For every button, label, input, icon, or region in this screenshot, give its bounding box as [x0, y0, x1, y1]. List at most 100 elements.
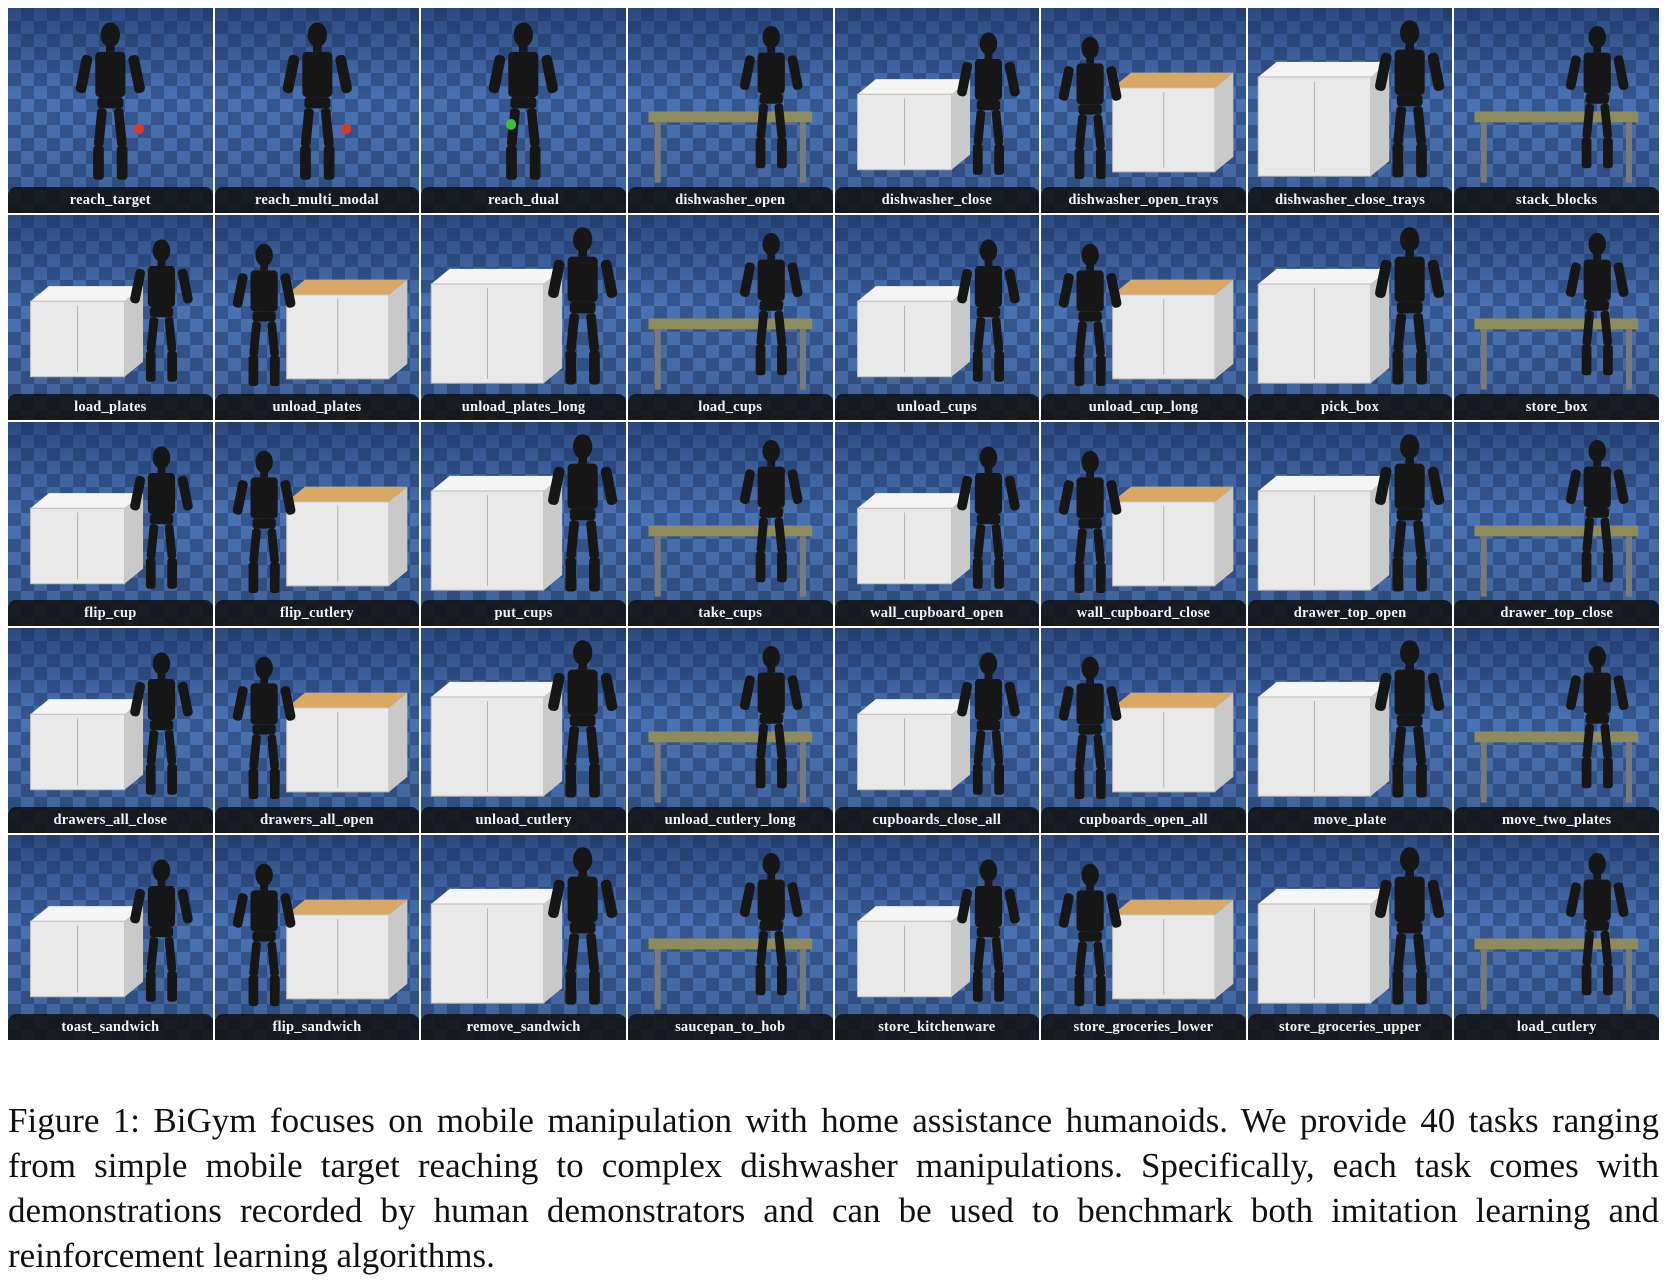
task-render-illustration — [29, 652, 193, 796]
task-render-illustration — [648, 439, 813, 597]
task-label: cupboards_open_all — [1041, 807, 1246, 834]
task-tile-drawers-all-close: drawers_all_close — [8, 628, 213, 834]
task-render-illustration — [1474, 853, 1639, 1010]
task-label: store_groceries_lower — [1041, 1014, 1246, 1040]
task-label: remove_sandwich — [421, 1014, 626, 1040]
task-label: load_cutlery — [1454, 1014, 1659, 1040]
task-label: take_cups — [627, 600, 833, 627]
task-render-illustration — [1257, 20, 1445, 178]
task-label: put_cups — [421, 600, 626, 627]
task-tile-dishwasher-open: dishwasher_open — [627, 8, 833, 213]
task-tile-stack-blocks: stack_blocks — [1454, 8, 1659, 213]
task-tile-flip-cutlery: flip_cutlery — [214, 421, 420, 627]
task-label: store_kitchenware — [834, 1014, 1040, 1040]
task-tile-unload-cups: unload_cups — [834, 214, 1040, 420]
task-tile-reach-multi-modal: reach_multi_modal — [214, 8, 420, 213]
task-render-illustration — [856, 239, 1020, 382]
task-render-illustration — [648, 853, 813, 1010]
task-label: saucepan_to_hob — [627, 1014, 833, 1040]
task-label: toast_sandwich — [8, 1014, 213, 1040]
task-tile-flip-cup: flip_cup — [8, 421, 213, 627]
task-label: move_two_plates — [1454, 807, 1659, 834]
task-tile-cupboards-open-all: cupboards_open_all — [1041, 628, 1246, 834]
task-label: unload_cups — [834, 393, 1040, 420]
task-render-illustration — [232, 243, 407, 386]
task-label: unload_cutlery — [421, 807, 626, 834]
task-render-illustration — [1058, 243, 1234, 386]
task-render-illustration — [1058, 36, 1234, 180]
task-label: store_groceries_upper — [1247, 1014, 1453, 1040]
task-tile-put-cups: put_cups — [421, 421, 626, 627]
task-label: reach_multi_modal — [214, 186, 420, 213]
task-label: reach_dual — [421, 186, 626, 213]
task-tile-drawer-top-close: drawer_top_close — [1454, 421, 1659, 627]
task-tile-reach-target: reach_target — [8, 8, 213, 213]
task-render-illustration — [430, 640, 618, 798]
task-tile-store-groceries-lower: store_groceries_lower — [1041, 835, 1246, 1040]
task-render-illustration — [856, 446, 1020, 589]
task-render-illustration — [1474, 646, 1639, 804]
task-tile-load-cutlery: load_cutlery — [1454, 835, 1659, 1040]
task-tile-drawer-top-open: drawer_top_open — [1247, 421, 1453, 627]
task-tile-unload-cup-long: unload_cup_long — [1041, 214, 1246, 420]
task-render-illustration — [488, 22, 559, 180]
task-tile-pick-box: pick_box — [1247, 214, 1453, 420]
task-label: wall_cupboard_open — [834, 600, 1040, 627]
task-label: cupboards_close_all — [834, 807, 1040, 834]
task-label: reach_target — [8, 186, 213, 213]
task-render-illustration — [1474, 439, 1639, 597]
task-tile-store-kitchenware: store_kitchenware — [834, 835, 1040, 1040]
task-tile-reach-dual: reach_dual — [421, 8, 626, 213]
task-render-illustration — [648, 232, 813, 390]
task-render-illustration — [1257, 433, 1445, 592]
task-label: move_plate — [1247, 807, 1453, 834]
task-tile-take-cups: take_cups — [627, 421, 833, 627]
task-label: load_plates — [8, 393, 213, 420]
task-tile-toast-sandwich: toast_sandwich — [8, 835, 213, 1040]
task-label: dishwasher_close — [834, 186, 1040, 213]
task-render-illustration — [430, 227, 618, 385]
task-tile-dishwasher-close: dishwasher_close — [834, 8, 1040, 213]
task-render-illustration — [648, 646, 813, 804]
task-render-illustration — [430, 847, 618, 1005]
task-render-illustration — [75, 22, 145, 180]
task-tile-move-plate: move_plate — [1247, 628, 1453, 834]
task-tile-dishwasher-close-trays: dishwasher_close_trays — [1247, 8, 1453, 213]
task-label: wall_cupboard_close — [1041, 600, 1246, 627]
task-tile-store-groceries-upper: store_groceries_upper — [1247, 835, 1453, 1040]
task-label: drawers_all_open — [214, 807, 420, 834]
task-label: flip_sandwich — [214, 1014, 420, 1040]
task-tile-unload-plates-long: unload_plates_long — [421, 214, 626, 420]
task-render-illustration — [430, 433, 618, 592]
task-tile-wall-cupboard-close: wall_cupboard_close — [1041, 421, 1246, 627]
task-render-illustration — [29, 446, 193, 589]
task-render-illustration — [856, 32, 1020, 175]
task-tile-store-box: store_box — [1454, 214, 1659, 420]
task-tile-move-two-plates: move_two_plates — [1454, 628, 1659, 834]
task-render-illustration — [1474, 25, 1639, 183]
task-label: store_box — [1454, 393, 1659, 420]
task-render-illustration — [1257, 640, 1445, 798]
task-tile-flip-sandwich: flip_sandwich — [214, 835, 420, 1040]
task-tile-drawers-all-open: drawers_all_open — [214, 628, 420, 834]
task-label: unload_plates_long — [421, 393, 626, 420]
task-tile-remove-sandwich: remove_sandwich — [421, 835, 626, 1040]
task-render-illustration — [648, 25, 813, 183]
task-render-illustration — [1058, 450, 1234, 593]
task-render-illustration — [29, 239, 193, 382]
task-render-illustration — [1257, 227, 1445, 385]
task-label: unload_plates — [214, 393, 420, 420]
task-label: load_cups — [627, 393, 833, 420]
task-grid-figure: reach_target reach_multi_modal reach_dua… — [8, 8, 1659, 1040]
task-label: dishwasher_close_trays — [1247, 186, 1453, 213]
task-tile-dishwasher-open-trays: dishwasher_open_trays — [1041, 8, 1246, 213]
task-render-illustration — [1474, 232, 1639, 390]
task-tile-load-plates: load_plates — [8, 214, 213, 420]
task-label: dishwasher_open_trays — [1041, 186, 1246, 213]
task-render-illustration — [856, 652, 1020, 796]
task-render-illustration — [232, 657, 407, 800]
task-render-illustration — [29, 859, 193, 1002]
task-render-illustration — [856, 859, 1020, 1002]
task-render-illustration — [1257, 847, 1445, 1005]
task-tile-unload-plates: unload_plates — [214, 214, 420, 420]
